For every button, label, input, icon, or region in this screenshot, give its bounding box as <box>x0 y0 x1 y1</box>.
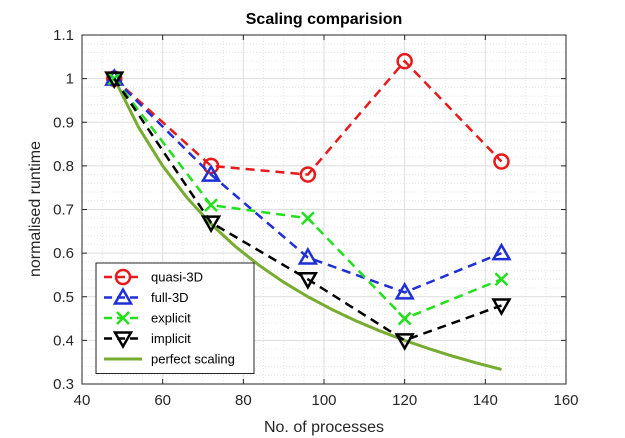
data-point-explicit <box>494 272 509 287</box>
y-tick-label: 0.7 <box>53 202 74 219</box>
legend-entry-explicit: explicit <box>104 311 191 326</box>
series-layer <box>104 52 512 371</box>
x-tick-label: 100 <box>311 392 336 409</box>
y-tick-label: 1.1 <box>53 27 74 44</box>
chart-title: Scaling comparision <box>246 11 402 28</box>
y-axis-label: normalised runtime <box>27 141 44 277</box>
legend-entry-implicit: implicit <box>104 331 191 350</box>
data-point-implicit <box>200 215 222 234</box>
legend-marker-implicit <box>112 331 134 350</box>
legend-entry-quasi-3d: quasi-3D <box>104 268 203 286</box>
series-line-full-3d <box>113 77 502 294</box>
x-axis-label: No. of processes <box>264 419 384 436</box>
data-point-full-3d <box>394 281 415 300</box>
data-point-full-3d <box>491 242 512 261</box>
x-tick-label: 60 <box>154 392 171 409</box>
data-point-full-3d <box>200 164 222 182</box>
legend-marker-explicit <box>116 311 130 325</box>
x-tick-label: 40 <box>74 392 91 409</box>
data-point-explicit <box>300 211 315 226</box>
data-point-explicit <box>397 311 412 326</box>
series-line-implicit <box>113 77 502 342</box>
x-tick-label: 160 <box>553 392 578 409</box>
marker-stroke <box>494 272 509 287</box>
marker-stroke <box>300 211 315 226</box>
data-point-quasi-3d <box>396 52 413 70</box>
series-perfect-scaling <box>112 77 502 371</box>
series-line-quasi-3d <box>113 59 503 176</box>
x-tick-label: 140 <box>473 392 498 409</box>
y-tick-label: 0.9 <box>53 114 74 131</box>
x-axis: 40 60 80 100 120 140 160 <box>74 35 579 409</box>
legend-label-quasi-3d: quasi-3D <box>151 270 203 285</box>
series-explicit <box>107 71 509 326</box>
marker-stroke <box>397 311 412 326</box>
series-implicit <box>104 71 512 351</box>
legend-marker-quasi-3d <box>114 268 132 286</box>
data-point-implicit <box>297 272 319 290</box>
marker-stroke <box>116 311 130 325</box>
legend-marker-full-3d <box>112 286 134 305</box>
data-point-implicit <box>104 71 125 90</box>
y-tick-label: 0.6 <box>53 245 74 262</box>
y-tick-label: 0.4 <box>53 332 74 349</box>
data-point-quasi-3d <box>299 166 317 183</box>
marker-stroke <box>204 198 218 213</box>
data-point-quasi-3d <box>493 153 510 170</box>
legend-entry-full-3d: full-3D <box>104 286 189 305</box>
x-tick-label: 120 <box>392 392 417 409</box>
legend-label-explicit: explicit <box>151 311 191 326</box>
legend-label-full-3d: full-3D <box>151 290 189 305</box>
data-point-explicit <box>204 198 218 213</box>
legend: quasi-3D full-3D explicit implicit perfect s… <box>95 262 255 374</box>
legend-entry-perfect-scaling: perfect scaling <box>104 352 235 367</box>
legend-label-implicit: implicit <box>151 331 191 346</box>
data-point-implicit <box>394 333 415 351</box>
series-line-perfect-scaling <box>112 77 502 371</box>
y-tick-label: 0.3 <box>53 376 74 393</box>
x-tick-label: 80 <box>235 392 252 409</box>
data-point-full-3d <box>297 246 319 265</box>
y-tick-label: 1 <box>66 71 74 88</box>
data-point-implicit <box>491 298 512 316</box>
y-tick-label: 0.5 <box>53 289 74 306</box>
y-tick-label: 0.8 <box>53 158 74 175</box>
y-axis: 0.3 0.4 0.5 0.6 0.7 0.8 0.9 1 1.1 <box>53 27 566 393</box>
legend-label-perfect-scaling: perfect scaling <box>151 352 235 367</box>
